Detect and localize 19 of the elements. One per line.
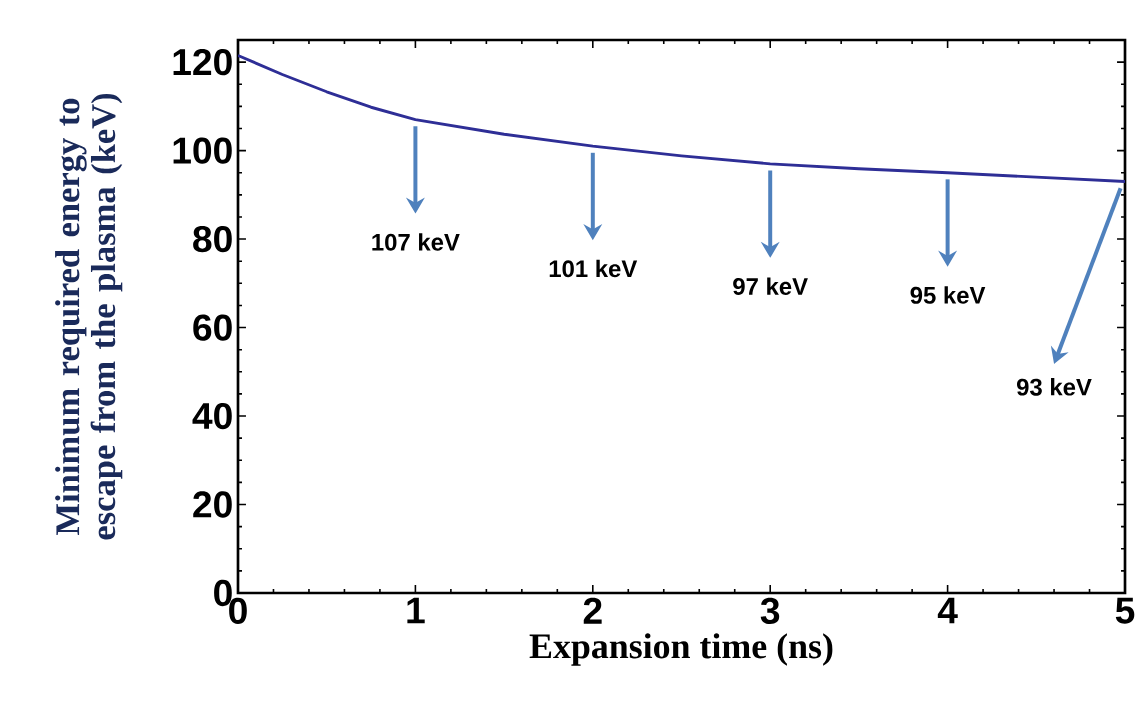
y-tick-label: 120: [173, 48, 232, 76]
annotation: 95 keV: [910, 286, 986, 304]
y-tick-label: 40: [192, 402, 232, 430]
y-tick-label: 60: [193, 314, 232, 341]
y-tick-label: 80: [193, 225, 232, 253]
y-tick-label: 20: [193, 491, 232, 518]
x-tick-label: 5: [1115, 597, 1135, 624]
y-tick-label: 100: [173, 137, 232, 164]
annotation: 97 keV: [733, 277, 808, 295]
x-tick-label: 4: [937, 597, 958, 624]
x-tick-label: 2: [583, 597, 602, 624]
x-axis-title: Expansion time (ns): [529, 633, 833, 666]
x-tick-label: 3: [760, 597, 780, 625]
y-axis-title: Minimum required energy to escape from the plasma (keV): [55, 93, 123, 540]
x-tick-label: 1: [407, 597, 425, 624]
annotation: 93 keV: [1016, 378, 1092, 396]
annotation: 107 keV: [372, 233, 460, 251]
line-series: [238, 54, 1126, 184]
annotation: 101 keV: [549, 259, 638, 278]
